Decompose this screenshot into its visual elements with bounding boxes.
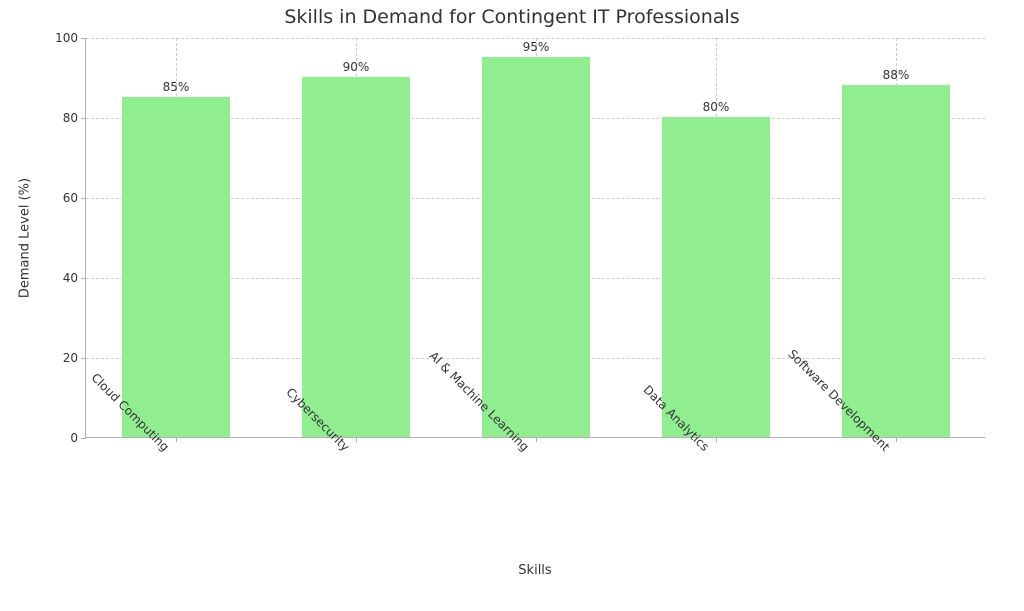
ytick-label: 60 (63, 191, 86, 205)
ytick-label: 20 (63, 351, 86, 365)
bar (302, 77, 410, 437)
bar-value-label: 85% (163, 80, 190, 94)
ytick-label: 100 (55, 31, 86, 45)
ytick-label: 80 (63, 111, 86, 125)
bar (482, 57, 590, 437)
bar (122, 97, 230, 437)
ytick-label: 40 (63, 271, 86, 285)
x-axis-label: Skills (518, 563, 551, 578)
chart-title: Skills in Demand for Contingent IT Profe… (0, 6, 1024, 28)
ytick-label: 0 (70, 431, 86, 445)
bar-value-label: 88% (883, 68, 910, 82)
y-axis-label: Demand Level (%) (18, 178, 33, 298)
plot-area: 02040608010085%Cloud Computing90%Cyberse… (85, 38, 985, 438)
bar (842, 85, 950, 437)
bar-value-label: 80% (703, 100, 730, 114)
bar-value-label: 90% (343, 60, 370, 74)
bar-value-label: 95% (523, 40, 550, 54)
bar (662, 117, 770, 437)
chart-container: Skills in Demand for Contingent IT Profe… (0, 0, 1024, 611)
